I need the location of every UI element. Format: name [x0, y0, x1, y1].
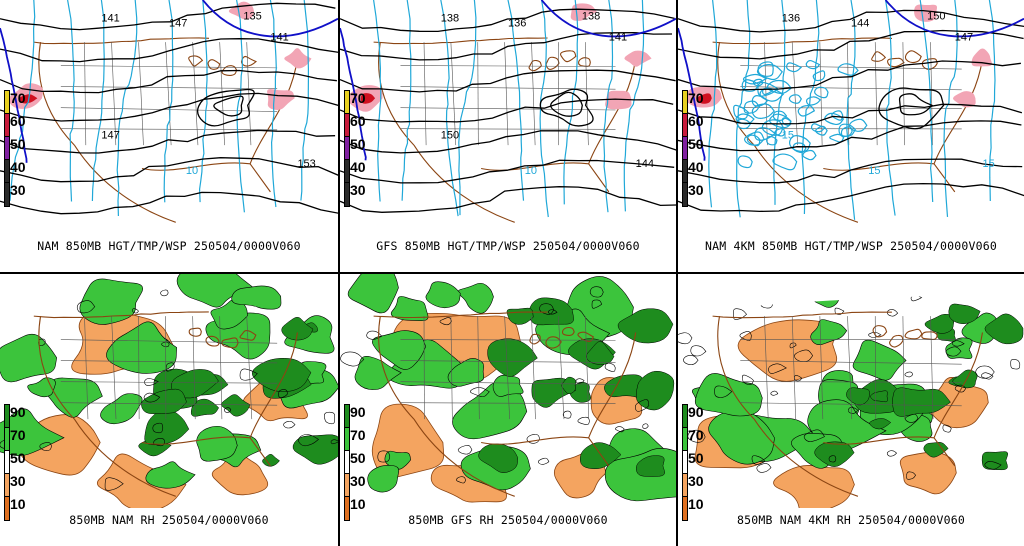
- map-panel-6: 90 70 50 30 10 850MB NAM 4KM RH 250504/0000V0…: [678, 274, 1024, 546]
- contour-label: 138: [582, 10, 600, 22]
- contour-label: 141: [609, 31, 627, 43]
- legend-label: 40: [10, 159, 26, 175]
- legend-label: 60: [350, 113, 366, 129]
- legend-label: 90: [10, 404, 26, 420]
- map-panel-1: 141 147 135 141 153 147 10 70 60 50 40 30 NAM 850MB …: [0, 0, 338, 272]
- legend-label: 50: [10, 450, 26, 466]
- contour-label: 147: [169, 17, 187, 29]
- legend-label: 30: [350, 182, 366, 198]
- legend-label: 10: [350, 496, 366, 512]
- contour-label: 153: [297, 158, 315, 170]
- legend-label: 70: [10, 90, 26, 106]
- contour-label: 141: [101, 13, 119, 25]
- legend-label: 50: [350, 136, 366, 152]
- contour-label: 15: [868, 165, 880, 177]
- panel-divider: [0, 272, 1024, 274]
- contour-label: 141: [270, 31, 288, 43]
- legend-label: 60: [688, 113, 704, 129]
- panel-caption: NAM 4KM 850MB HGT/TMP/WSP 250504/0000V06…: [704, 239, 998, 253]
- contour-label: 150: [927, 10, 945, 22]
- legend-label: 70: [10, 427, 26, 443]
- legend-swatch: [682, 182, 688, 207]
- contour-label: 136: [508, 17, 526, 29]
- contour-label: 136: [782, 13, 800, 25]
- contour-label: 15: [782, 130, 794, 142]
- contour-label: 135: [243, 10, 261, 22]
- borders-layer: [33, 311, 298, 497]
- legend-label: 70: [350, 427, 366, 443]
- legend-label: 40: [350, 159, 366, 175]
- legend-swatch: [4, 496, 10, 521]
- legend-label: 30: [688, 182, 704, 198]
- legend-swatch: [344, 182, 350, 207]
- legend-label: 50: [350, 450, 366, 466]
- contour-label: 144: [851, 17, 869, 29]
- contour-label: 138: [441, 13, 459, 25]
- legend-label: 50: [10, 136, 26, 152]
- wind-height-temp-map: 141 147 135 141 153 147 10: [0, 0, 338, 223]
- contour-label: 147: [955, 31, 973, 43]
- legend-label: 30: [688, 473, 704, 489]
- borders-layer: [712, 311, 984, 497]
- legend-label: 60: [10, 113, 26, 129]
- legend-label: 90: [688, 404, 704, 420]
- legend-label: 70: [350, 90, 366, 106]
- legend-label: 30: [10, 473, 26, 489]
- legend-label: 40: [688, 159, 704, 175]
- legend-label: 30: [10, 182, 26, 198]
- map-panel-4: 90 70 50 30 10 850MB NAM RH 250504/0000V060: [0, 274, 338, 546]
- relative-humidity-map: [0, 274, 338, 508]
- borders-layer: [712, 37, 984, 223]
- contour-label: 147: [101, 130, 119, 142]
- panel-caption: NAM 850MB HGT/TMP/WSP 250504/0000V060: [37, 239, 301, 253]
- legend-label: 50: [688, 136, 704, 152]
- legend-label: 10: [688, 496, 704, 512]
- panel-caption: GFS 850MB HGT/TMP/WSP 250504/0000V060: [376, 239, 640, 253]
- panel-caption: 850MB NAM RH 250504/0000V060: [69, 513, 269, 527]
- contour-label: 10: [525, 165, 537, 177]
- legend-label: 70: [688, 90, 704, 106]
- relative-humidity-map: [340, 274, 676, 503]
- map-panel-3: 136 144 150 147 15 15 15 70 60 50 40 30 NAM 4KM 850M…: [678, 0, 1024, 272]
- wind-height-temp-map: 136 144 150 147 15 15 15: [678, 0, 1024, 223]
- legend-label: 70: [688, 427, 704, 443]
- contour-label: 144: [636, 158, 654, 170]
- legend-label: 10: [10, 496, 26, 512]
- panel-caption: 850MB GFS RH 250504/0000V060: [408, 513, 608, 527]
- contour-label: 10: [186, 165, 198, 177]
- borders-layer: [373, 311, 637, 497]
- legend-label: 30: [350, 473, 366, 489]
- borders-layer: [33, 37, 298, 223]
- map-panel-5: 90 70 50 30 10 850MB GFS RH 250504/0000V060: [340, 274, 676, 546]
- contour-label: 150: [441, 130, 459, 142]
- legend-swatch: [682, 496, 688, 521]
- relative-humidity-map: [678, 274, 1024, 508]
- legend-label: 50: [688, 450, 704, 466]
- contour-label: 15: [982, 158, 994, 170]
- legend-label: 90: [350, 404, 366, 420]
- map-panel-2: 138 136 138 141 144 150 10 70 60 50 40 30 GFS 850MB …: [340, 0, 676, 272]
- legend-swatch: [344, 496, 350, 521]
- panel-caption: 850MB NAM 4KM RH 250504/0000V060: [737, 513, 965, 527]
- legend-swatch: [4, 182, 10, 207]
- wind-height-temp-map: 138 136 138 141 144 150 10: [340, 0, 676, 223]
